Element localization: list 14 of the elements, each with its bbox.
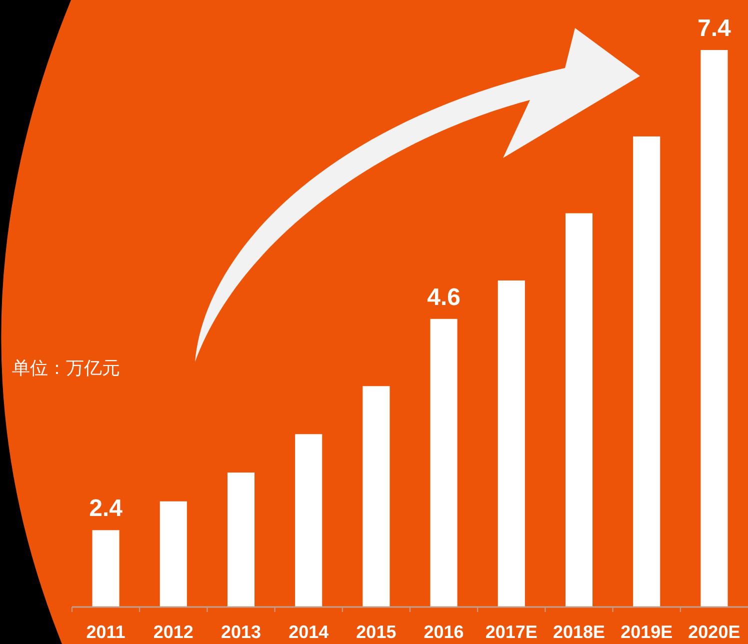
x-tick-label: 2019E (620, 622, 673, 642)
data-label: 4.6 (427, 284, 460, 311)
x-tick-label: 2018E (552, 622, 606, 642)
x-tick-label: 2015 (356, 622, 396, 642)
x-tick-label: 2013 (220, 622, 262, 642)
x-tick-label: 2011 (86, 622, 126, 642)
x-tick-label: 2014 (288, 622, 329, 642)
x-tick-label: 2016 (424, 622, 464, 642)
data-label: 2.4 (89, 495, 124, 522)
x-tick-label: 2012 (153, 622, 194, 642)
annotation: 单位：万亿元 (12, 358, 120, 378)
x-tick-label: 2017E (485, 622, 538, 642)
x-tick-label: 2020E (688, 622, 740, 642)
data-label: 7.4 (698, 15, 732, 42)
